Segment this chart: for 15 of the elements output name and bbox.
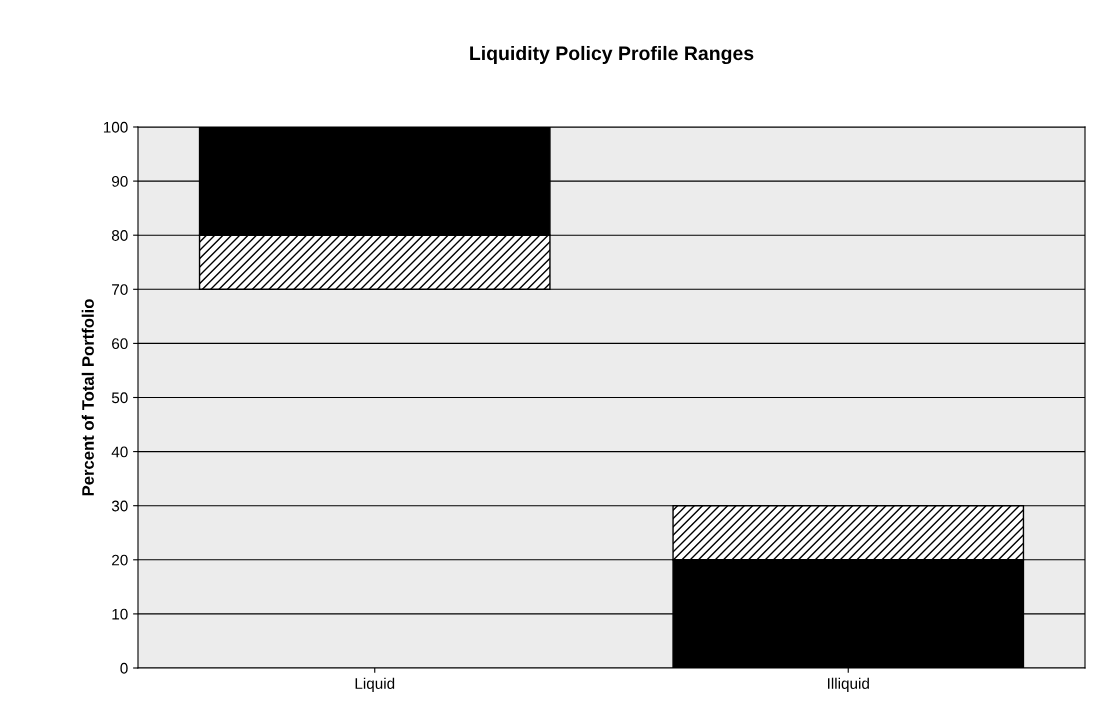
y-tick-label: 50: [111, 392, 128, 404]
y-tick-label: 90: [112, 175, 128, 187]
y-axis-title: Percent of Total Portfolio: [81, 299, 94, 496]
x-tick-label: Illiquid: [828, 677, 869, 692]
y-tick-label: 60: [112, 338, 128, 350]
y-tick-label: 40: [111, 446, 128, 458]
y-tick-label: 80: [111, 230, 128, 241]
chart-title: Liquidity Policy Profile Ranges: [470, 45, 754, 65]
y-tick-label: 30: [111, 500, 128, 512]
y-tick-label: 10: [112, 608, 128, 620]
y-tick-label: 100: [103, 121, 128, 133]
y-tick-label: 70: [112, 284, 128, 295]
x-tick-label: Liquid: [355, 677, 395, 692]
y-tick-label: 0: [120, 662, 128, 674]
y-tick-label: 20: [112, 554, 128, 566]
